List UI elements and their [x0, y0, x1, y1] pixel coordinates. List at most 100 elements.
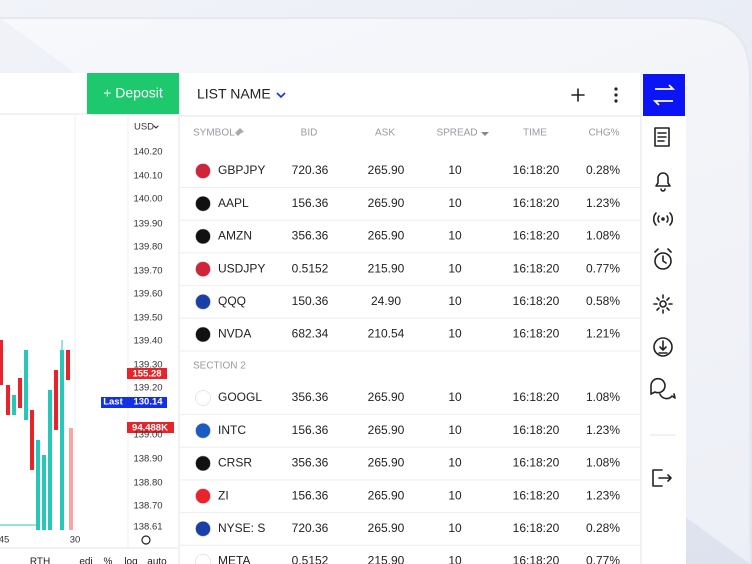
- symbol-logo: [195, 553, 211, 564]
- symbol-logo: [195, 261, 211, 277]
- settings-icon[interactable]: [653, 294, 673, 314]
- toolbar-item[interactable]: auto: [147, 557, 167, 564]
- change: 0.58%: [586, 294, 620, 308]
- sort-icon[interactable]: [481, 132, 489, 136]
- column-header[interactable]: TIME: [523, 128, 547, 139]
- column-header[interactable]: SYMBOL: [193, 128, 235, 139]
- download-icon[interactable]: [653, 337, 673, 357]
- spread: 10: [448, 229, 462, 243]
- price-axis-label: 138.80: [133, 478, 162, 489]
- time: 16:18:20: [513, 554, 560, 564]
- bid: 150.36: [292, 294, 329, 308]
- symbol[interactable]: AMZN: [218, 229, 252, 243]
- time: 16:18:20: [513, 456, 560, 470]
- price-axis-label: 138.61: [133, 522, 162, 533]
- spread: 10: [448, 294, 462, 308]
- ask: 210.54: [368, 327, 405, 341]
- symbol-logo: [195, 422, 211, 439]
- price-axis-label: 139.50: [133, 313, 162, 324]
- time: 16:18:20: [513, 327, 560, 341]
- settings-icon[interactable]: [141, 535, 151, 545]
- toolbar-item[interactable]: %: [104, 557, 113, 564]
- change: 0.28%: [586, 163, 620, 177]
- add-button[interactable]: [571, 88, 585, 102]
- time: 16:18:20: [513, 261, 560, 275]
- symbol[interactable]: GBPJPY: [218, 163, 265, 177]
- symbol[interactable]: USDJPY: [218, 261, 265, 275]
- alerts-icon[interactable]: [655, 172, 671, 192]
- column-header[interactable]: CHG%: [588, 128, 619, 139]
- ask: 265.90: [368, 196, 405, 210]
- change: 1.23%: [586, 488, 620, 502]
- currency-label[interactable]: USD: [134, 122, 154, 133]
- ask: 265.90: [368, 423, 405, 437]
- section-label: SECTION 2: [193, 361, 246, 372]
- alarm-icon[interactable]: [654, 248, 672, 270]
- toolbar-item[interactable]: log: [124, 557, 137, 564]
- bid: 356.36: [292, 390, 329, 404]
- bid: 720.36: [292, 163, 329, 177]
- price-axis-label: 139.80: [133, 242, 162, 253]
- symbol-logo: [195, 195, 211, 212]
- bid: 156.36: [292, 488, 329, 502]
- symbol[interactable]: NYSE: S: [218, 521, 265, 535]
- list-name[interactable]: LIST NAME: [197, 86, 271, 102]
- price-axis-label: 139.90: [133, 219, 162, 230]
- column-header[interactable]: SPREAD: [436, 128, 477, 139]
- price-axis-label: 139.60: [133, 289, 162, 300]
- change: 1.08%: [586, 229, 620, 243]
- symbol[interactable]: CRSR: [218, 456, 252, 470]
- more-button[interactable]: [614, 87, 618, 103]
- price-axis-label: 139.30: [133, 360, 162, 371]
- column-header[interactable]: ASK: [375, 128, 395, 139]
- pin-icon[interactable]: [235, 128, 244, 136]
- ask: 265.90: [368, 163, 405, 177]
- time-label: 30: [70, 535, 81, 546]
- deposit-label[interactable]: + Deposit: [103, 85, 163, 101]
- bid: 720.36: [292, 521, 329, 535]
- support-icon[interactable]: [650, 377, 676, 400]
- time: 16:18:20: [513, 521, 560, 535]
- symbol[interactable]: INTC: [218, 423, 246, 437]
- toolbar-item[interactable]: edi: [79, 557, 92, 564]
- time: 16:18:20: [513, 390, 560, 404]
- symbol-logo: [195, 163, 211, 179]
- change: 0.28%: [586, 521, 620, 535]
- symbol[interactable]: NVDA: [218, 327, 251, 341]
- currency-caret: [153, 125, 159, 129]
- price-axis-label: 140.10: [133, 171, 162, 182]
- orders-icon[interactable]: [654, 127, 670, 147]
- price-axis-label: 140.00: [133, 194, 162, 205]
- sidebar: [643, 74, 685, 487]
- swap-button[interactable]: [643, 74, 685, 116]
- symbol-logo: [195, 488, 211, 504]
- price-tag: [101, 397, 167, 408]
- spread: 10: [448, 423, 462, 437]
- price-axis-label: 139.40: [133, 336, 162, 347]
- chart-panel: + Deposit USD: [0, 73, 180, 564]
- candles: [0, 340, 73, 530]
- broadcast-icon[interactable]: [652, 212, 674, 226]
- ask: 265.90: [368, 229, 405, 243]
- symbol[interactable]: QQQ: [218, 294, 246, 308]
- spread: 10: [448, 327, 462, 341]
- symbol-logo: [195, 326, 211, 343]
- deposit-button[interactable]: [87, 73, 179, 114]
- symbol[interactable]: ZI: [218, 488, 229, 502]
- spread: 10: [448, 163, 462, 177]
- swap-icon[interactable]: [652, 84, 676, 106]
- symbol[interactable]: GOOGL: [218, 390, 262, 404]
- change: 1.23%: [586, 196, 620, 210]
- time: 16:18:20: [513, 423, 560, 437]
- symbol[interactable]: META: [218, 554, 250, 564]
- toolbar-item[interactable]: RTH: [30, 557, 50, 564]
- ask: 215.90: [368, 261, 405, 275]
- bid: 0.5152: [292, 554, 329, 564]
- ask: 24.90: [371, 294, 401, 308]
- column-header[interactable]: BID: [301, 128, 318, 139]
- list-dropdown[interactable]: [276, 92, 286, 99]
- bid: 156.36: [292, 423, 329, 437]
- symbol[interactable]: AAPL: [218, 196, 249, 210]
- logout-icon[interactable]: [652, 469, 672, 487]
